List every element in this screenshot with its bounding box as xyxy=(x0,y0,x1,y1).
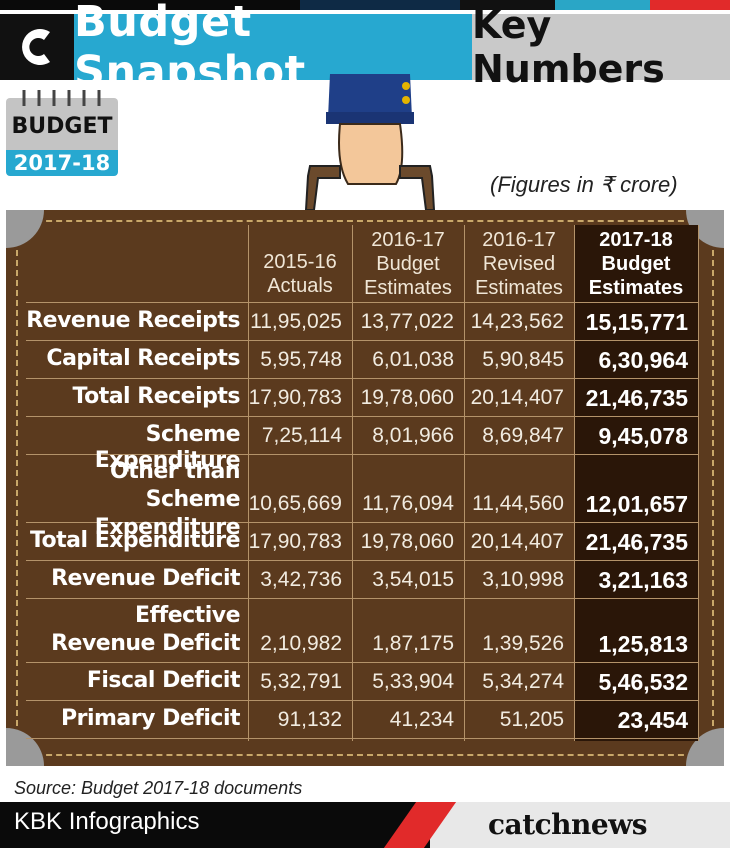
row-label: Fiscal Deficit xyxy=(86,668,241,693)
top-strip-dark xyxy=(460,0,555,10)
table-cell: 15,15,771 xyxy=(585,309,688,335)
table-cell: 19,78,060 xyxy=(360,386,454,409)
table-cell: 8,01,966 xyxy=(372,424,454,447)
table-cell: 5,46,532 xyxy=(598,669,688,695)
row-label: Total Receipts xyxy=(72,384,241,409)
table-cell: 21,46,735 xyxy=(585,529,688,555)
table-cell: 1,39,526 xyxy=(482,632,564,655)
footer-credit: KBK Infographics xyxy=(14,808,200,835)
table-cell: 3,54,015 xyxy=(372,568,454,591)
grid-line xyxy=(464,225,465,741)
column-header: 2016-17 Revised Estimates xyxy=(475,229,563,299)
top-strip-red xyxy=(650,0,730,10)
row-label: Primary Deficit xyxy=(60,706,241,731)
table-cell: 6,01,038 xyxy=(372,348,454,371)
table-cell: 10,65,669 xyxy=(248,492,342,515)
table-cell: 7,25,114 xyxy=(261,424,342,447)
row-label: Capital Receipts xyxy=(46,346,240,371)
table-cell: 1,25,813 xyxy=(598,631,688,657)
grid-line xyxy=(26,416,698,417)
grid-line xyxy=(352,225,353,741)
table-cell: 20,14,407 xyxy=(470,530,564,553)
table-cell: 51,205 xyxy=(499,708,564,731)
table-cell: 3,10,998 xyxy=(482,568,564,591)
table-cell: 11,44,560 xyxy=(472,492,564,515)
grid-line xyxy=(26,560,698,561)
brand-logo: catchnews xyxy=(488,808,648,841)
calendar-rings-icon xyxy=(22,90,101,106)
highlight-column xyxy=(574,225,698,741)
table-cell: 6,30,964 xyxy=(598,347,688,373)
footer-brand-panel xyxy=(430,802,730,848)
source-note: Source: Budget 2017-18 documents xyxy=(14,778,303,798)
table-cell: 5,90,845 xyxy=(482,348,564,371)
row-label: Other than Scheme Expenditure xyxy=(94,459,241,540)
top-strip-blue xyxy=(555,0,650,10)
table-cell: 23,454 xyxy=(617,707,688,733)
top-strip-navy xyxy=(300,0,460,10)
column-header: 2015-16 Actuals xyxy=(263,251,337,297)
row-label: Revenue Deficit xyxy=(51,566,240,591)
calendar-year: 2017-18 xyxy=(6,150,118,176)
grid-line xyxy=(26,302,698,303)
column-header: 2016-17 Budget Estimates xyxy=(364,229,452,299)
grid-line xyxy=(574,225,575,741)
calendar-label: BUDGET xyxy=(11,114,113,139)
grid-line xyxy=(26,454,698,455)
grid-line xyxy=(26,378,698,379)
table-cell: 12,01,657 xyxy=(585,491,688,517)
row-label: Effective Revenue Deficit xyxy=(51,603,240,656)
table-cell: 5,33,904 xyxy=(372,670,454,693)
table-cell: 3,42,736 xyxy=(260,568,342,591)
grid-line xyxy=(26,700,698,701)
table-cell: 5,34,274 xyxy=(482,670,564,693)
table-cell: 14,23,562 xyxy=(470,310,564,333)
row-label: Revenue Receipts xyxy=(26,308,240,333)
table-cell: 8,69,847 xyxy=(482,424,564,447)
table-cell: 13,77,022 xyxy=(360,310,454,333)
column-header: 2017-18 Budget Estimates xyxy=(588,229,684,299)
table-cell: 91,132 xyxy=(277,708,342,731)
grid-line xyxy=(698,225,699,741)
table-cell: 2,10,982 xyxy=(260,632,342,655)
table-cell: 11,95,025 xyxy=(250,310,342,333)
grid-line xyxy=(26,662,698,663)
hand-icon xyxy=(304,74,436,211)
table-cell: 1,87,175 xyxy=(372,632,454,655)
figures-note: (Figures in ₹ crore) xyxy=(490,172,678,197)
grid-line xyxy=(248,225,249,741)
calendar-body xyxy=(6,98,118,150)
row-label: Scheme Expenditure xyxy=(94,422,241,473)
page-title: Budget Snapshot xyxy=(74,0,472,97)
top-strip-black xyxy=(0,0,300,10)
table-cell: 9,45,078 xyxy=(598,423,688,449)
table-cell: 21,46,735 xyxy=(585,385,688,411)
row-label: Total Expenditure xyxy=(29,528,241,553)
page-subtitle: Key Numbers xyxy=(472,3,730,91)
table-cell: 5,32,791 xyxy=(260,670,342,693)
grid-line xyxy=(26,598,698,599)
table-cell: 17,90,783 xyxy=(248,386,342,409)
catch-logo xyxy=(0,14,74,80)
catch-c-logo-icon xyxy=(22,29,50,65)
grid-line xyxy=(26,522,698,523)
table-cell: 3,21,163 xyxy=(598,567,688,593)
table-cell: 20,14,407 xyxy=(470,386,564,409)
table-cell: 19,78,060 xyxy=(360,530,454,553)
grid-line xyxy=(26,340,698,341)
board-stitching xyxy=(16,220,714,756)
table-cell: 41,234 xyxy=(389,708,454,731)
grid-line xyxy=(26,738,698,739)
table-cell: 11,76,094 xyxy=(362,492,454,515)
table-cell: 17,90,783 xyxy=(248,530,342,553)
budget-calendar: BUDGET 2017-18 xyxy=(6,90,118,176)
table-cell: 5,95,748 xyxy=(260,348,342,371)
